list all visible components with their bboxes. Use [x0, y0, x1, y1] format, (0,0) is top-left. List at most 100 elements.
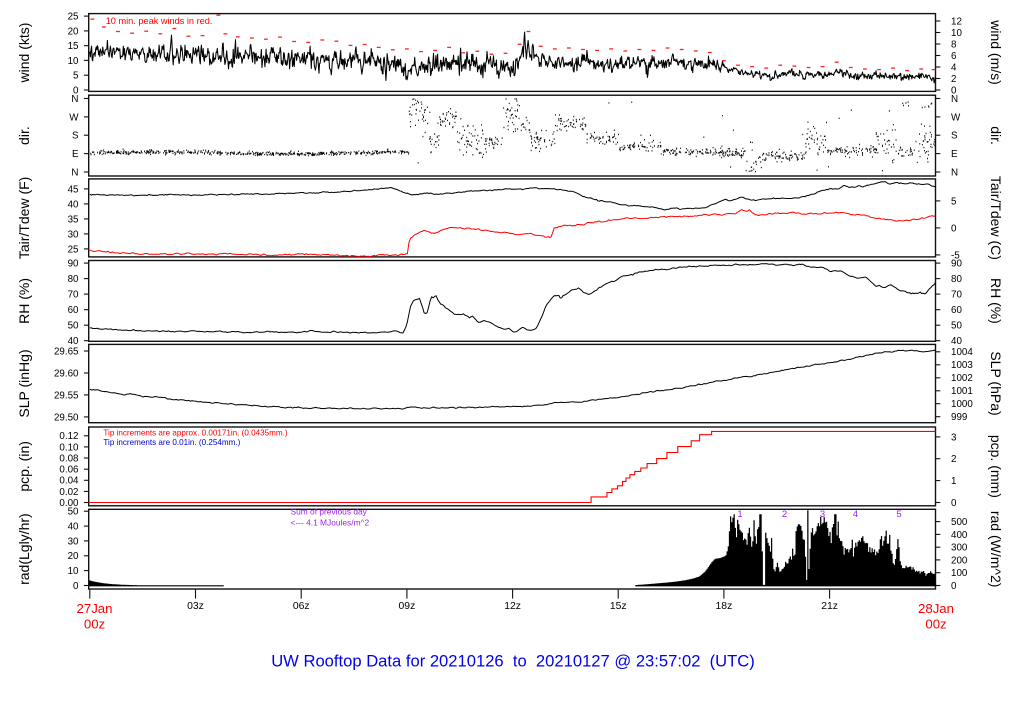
svg-text:2: 2: [951, 74, 956, 85]
svg-text:N: N: [951, 94, 958, 105]
svg-text:0.10: 0.10: [59, 442, 79, 453]
svg-text:pcp. (mm): pcp. (mm): [988, 435, 1004, 498]
svg-text:00z: 00z: [925, 617, 946, 632]
svg-text:12: 12: [951, 16, 962, 27]
svg-text:S: S: [951, 131, 958, 142]
svg-text:10 min. peak winds in red.: 10 min. peak winds in red.: [106, 16, 213, 26]
svg-text:20: 20: [68, 26, 79, 37]
svg-text:1002: 1002: [951, 373, 973, 384]
svg-text:0.08: 0.08: [59, 453, 79, 464]
svg-text:300: 300: [951, 543, 968, 554]
svg-text:1000: 1000: [951, 399, 973, 410]
svg-text:Tair/Tdew (F): Tair/Tdew (F): [16, 177, 32, 259]
svg-text:wind (m/s): wind (m/s): [988, 19, 1004, 85]
svg-text:N: N: [71, 94, 78, 105]
svg-text:1004: 1004: [951, 347, 973, 358]
svg-text:5: 5: [951, 196, 957, 207]
svg-text:pcp. (in): pcp. (in): [16, 441, 32, 492]
svg-text:35: 35: [68, 214, 79, 225]
svg-text:10: 10: [68, 56, 79, 67]
svg-text:2: 2: [782, 509, 787, 520]
svg-text:90: 90: [951, 259, 962, 270]
svg-text:50: 50: [951, 321, 962, 332]
svg-text:dir.: dir.: [16, 126, 32, 145]
svg-text:29.50: 29.50: [54, 412, 79, 423]
svg-text:1001: 1001: [951, 386, 973, 397]
svg-text:80: 80: [68, 274, 79, 285]
svg-text:40: 40: [68, 522, 79, 533]
svg-text:8: 8: [951, 39, 957, 50]
svg-text:Tair/Tdew (C): Tair/Tdew (C): [988, 176, 1004, 260]
svg-text:500: 500: [951, 517, 968, 528]
svg-text:40: 40: [68, 199, 79, 210]
svg-text:0.00: 0.00: [59, 498, 79, 509]
svg-text:100: 100: [951, 568, 968, 579]
svg-text:0: 0: [951, 498, 957, 509]
svg-text:0: 0: [951, 85, 957, 96]
svg-text:S: S: [72, 131, 79, 142]
svg-text:06z: 06z: [293, 601, 310, 612]
svg-text:40: 40: [951, 336, 962, 347]
svg-text:SLP (inHg): SLP (inHg): [16, 349, 32, 417]
svg-text:70: 70: [951, 290, 962, 301]
svg-text:0: 0: [73, 581, 79, 592]
svg-text:wind (kts): wind (kts): [16, 23, 32, 84]
svg-text:999: 999: [951, 412, 967, 423]
svg-text:3: 3: [820, 509, 825, 520]
svg-text:2: 2: [951, 454, 956, 465]
svg-text:rad(Lgly/hr): rad(Lgly/hr): [16, 513, 32, 585]
svg-text:45: 45: [68, 184, 79, 195]
svg-text:20: 20: [68, 551, 79, 562]
svg-text:40: 40: [68, 336, 79, 347]
svg-text:W: W: [951, 112, 961, 123]
svg-text:50: 50: [68, 321, 79, 332]
svg-text:0.04: 0.04: [59, 476, 79, 487]
svg-text:Tip increments are approx. 0.0: Tip increments are approx. 0.00171in. (0…: [103, 428, 287, 437]
svg-text:4: 4: [853, 509, 858, 520]
svg-text:0: 0: [951, 581, 957, 592]
svg-text:E: E: [951, 149, 958, 160]
svg-text:15z: 15z: [610, 601, 627, 612]
svg-text:09z: 09z: [399, 601, 416, 612]
svg-text:-5: -5: [951, 250, 960, 261]
svg-text:RH (%): RH (%): [16, 278, 32, 324]
svg-text:N: N: [71, 167, 78, 178]
svg-text:<--- 4.1 MJoules/m^2: <--- 4.1 MJoules/m^2: [291, 517, 370, 527]
svg-text:SLP (hPa): SLP (hPa): [988, 351, 1004, 415]
svg-text:29.65: 29.65: [54, 346, 79, 357]
svg-text:80: 80: [951, 274, 962, 285]
svg-text:29.60: 29.60: [54, 368, 79, 379]
svg-text:50: 50: [68, 507, 79, 518]
svg-text:200: 200: [951, 555, 968, 566]
svg-text:1: 1: [951, 476, 956, 487]
svg-text:10: 10: [68, 566, 79, 577]
svg-text:12z: 12z: [504, 601, 521, 612]
svg-text:5: 5: [73, 71, 79, 82]
svg-text:21z: 21z: [821, 601, 838, 612]
svg-text:400: 400: [951, 530, 968, 541]
svg-text:5: 5: [896, 509, 901, 520]
svg-text:15: 15: [68, 41, 79, 52]
svg-text:0.02: 0.02: [59, 487, 78, 498]
svg-text:4: 4: [951, 62, 957, 73]
svg-text:60: 60: [951, 305, 962, 316]
svg-text:18z: 18z: [716, 601, 733, 612]
svg-text:00z: 00z: [84, 617, 105, 632]
svg-text:dir.: dir.: [988, 126, 1004, 145]
svg-text:UW Rooftop Data for 20210126: UW Rooftop Data for 20210126 to 20210127…: [271, 652, 755, 671]
svg-text:10: 10: [951, 28, 962, 39]
svg-text:Tip increments are 0.01in. (0.: Tip increments are 0.01in. (0.254mm.): [103, 438, 240, 447]
svg-text:Sum of previous day: Sum of previous day: [291, 507, 368, 517]
svg-text:25: 25: [68, 12, 79, 23]
svg-text:rad (W/m^2): rad (W/m^2): [988, 511, 1004, 588]
svg-text:0: 0: [951, 223, 957, 234]
svg-text:0: 0: [73, 85, 79, 96]
svg-text:0.06: 0.06: [59, 465, 79, 476]
svg-text:29.55: 29.55: [54, 390, 79, 401]
svg-text:03z: 03z: [187, 601, 204, 612]
svg-text:1: 1: [737, 509, 742, 520]
svg-text:28Jan: 28Jan: [918, 601, 954, 616]
svg-text:30: 30: [68, 229, 79, 240]
svg-text:30: 30: [68, 536, 79, 547]
svg-text:RH (%): RH (%): [988, 278, 1004, 324]
